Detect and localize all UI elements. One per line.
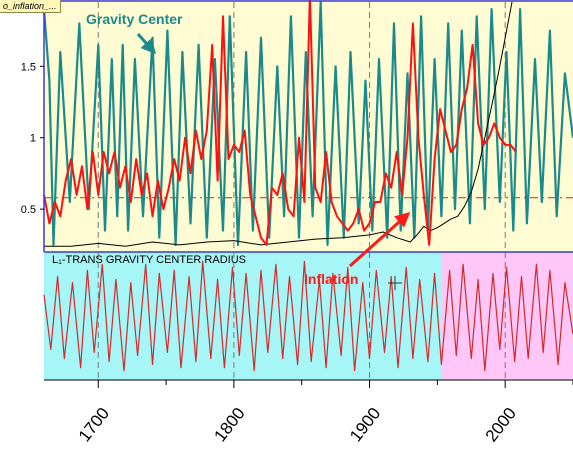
radius-series-0 xyxy=(43,260,573,372)
x-tick-label-1700: 1700 xyxy=(75,404,113,446)
x-tick-label-2000: 2000 xyxy=(482,404,520,446)
y-tick-label-0.5: 0.5 xyxy=(21,204,36,216)
gravity-center-arrow xyxy=(136,33,156,55)
crosshair-marker xyxy=(388,276,402,290)
file-tab[interactable]: o_inflation_... xyxy=(0,0,61,13)
x-tick-label-1800: 1800 xyxy=(210,404,248,446)
inflation-label: Inflation xyxy=(304,271,358,287)
gravity-center-label: Gravity Center xyxy=(86,11,183,27)
lower-series-layer xyxy=(43,260,573,372)
y-tick-label-1.5: 1.5 xyxy=(21,61,36,73)
x-axis: 1700 1800 1900 2000 xyxy=(44,379,573,446)
x-tick-label-1900: 1900 xyxy=(346,404,384,446)
black-trend-series xyxy=(44,1,513,247)
inflation-series xyxy=(43,0,517,246)
series-layer xyxy=(42,0,573,247)
y-tick-label-1: 1 xyxy=(30,133,36,145)
lower-panel-title: L₁-TRANS GRAVITY CENTER RADIUS xyxy=(52,254,246,266)
y-axis: 0.5 1 1.5 xyxy=(21,61,44,216)
inflation-arrow xyxy=(348,211,411,268)
gravity-center-series xyxy=(42,0,573,246)
